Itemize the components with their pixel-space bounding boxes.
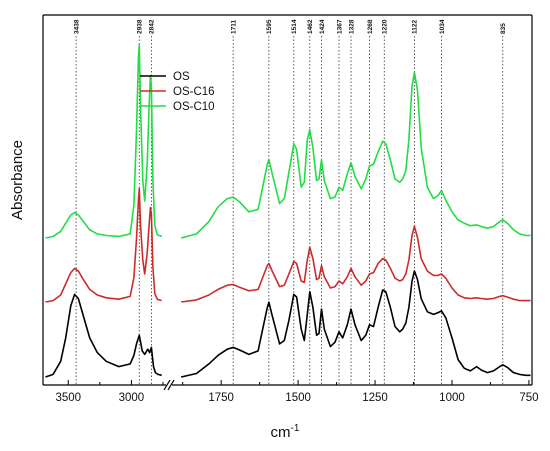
peak-label-1514: 1514 <box>291 19 298 34</box>
x-axis-ticks: 3500 3000 1750 1500 1250 1000 750 <box>55 380 539 404</box>
peak-guides <box>75 36 504 385</box>
peak-label-1328: 1328 <box>348 19 355 34</box>
series-line-os-c16-part-1 <box>45 187 162 303</box>
axis-break-mark-2 <box>167 379 175 391</box>
series-line-os-part-1 <box>45 293 162 378</box>
x-tick-label-3000: 3000 <box>119 392 145 404</box>
peak-label-2842: 2842 <box>149 19 156 34</box>
peak-label-1268: 1268 <box>367 19 374 34</box>
peak-label-2938: 2938 <box>137 19 144 34</box>
peak-label-1367: 1367 <box>336 19 343 34</box>
peak-label-1711: 1711 <box>231 20 238 34</box>
peak-label-835: 835 <box>500 23 507 34</box>
peak-label-1220: 1220 <box>382 19 389 34</box>
series-line-os-c16-part-2 <box>181 225 531 303</box>
x-tick-label-1750: 1750 <box>208 392 234 404</box>
plot-frame <box>42 14 533 391</box>
peak-label-1595: 1595 <box>266 19 273 34</box>
x-tick-label-1500: 1500 <box>285 392 311 404</box>
series-line-os-c10-part-2 <box>180 71 531 239</box>
series-line-os-c10-part-1 <box>45 44 162 239</box>
legend-label-os-c10: OS-C10 <box>173 101 215 113</box>
series-line-os-part-2 <box>181 270 531 378</box>
x-tick-label-1250: 1250 <box>362 392 388 404</box>
peak-labels: 3438 2938 2842 1711 1595 1514 1462 1424 1367 1328… <box>73 19 507 34</box>
x-axis-title: cm-1 <box>271 423 300 441</box>
x-tick-label-3500: 3500 <box>55 392 81 404</box>
legend: OS OS-C16 OS-C10 <box>140 71 215 113</box>
y-axis-title: Absorbance <box>9 140 26 220</box>
peak-label-3438: 3438 <box>73 19 80 34</box>
legend-label-os: OS <box>173 71 190 83</box>
legend-label-os-c16: OS-C16 <box>173 86 215 98</box>
peak-label-1122: 1122 <box>412 20 419 34</box>
x-tick-label-750: 750 <box>519 392 538 404</box>
x-tick-label-1000: 1000 <box>439 392 465 404</box>
peak-label-1424: 1424 <box>319 19 326 34</box>
peak-label-1462: 1462 <box>307 19 314 34</box>
axis-break-mark-1 <box>163 379 171 391</box>
peak-label-1034: 1034 <box>439 19 446 34</box>
spectra-curves <box>45 44 531 378</box>
